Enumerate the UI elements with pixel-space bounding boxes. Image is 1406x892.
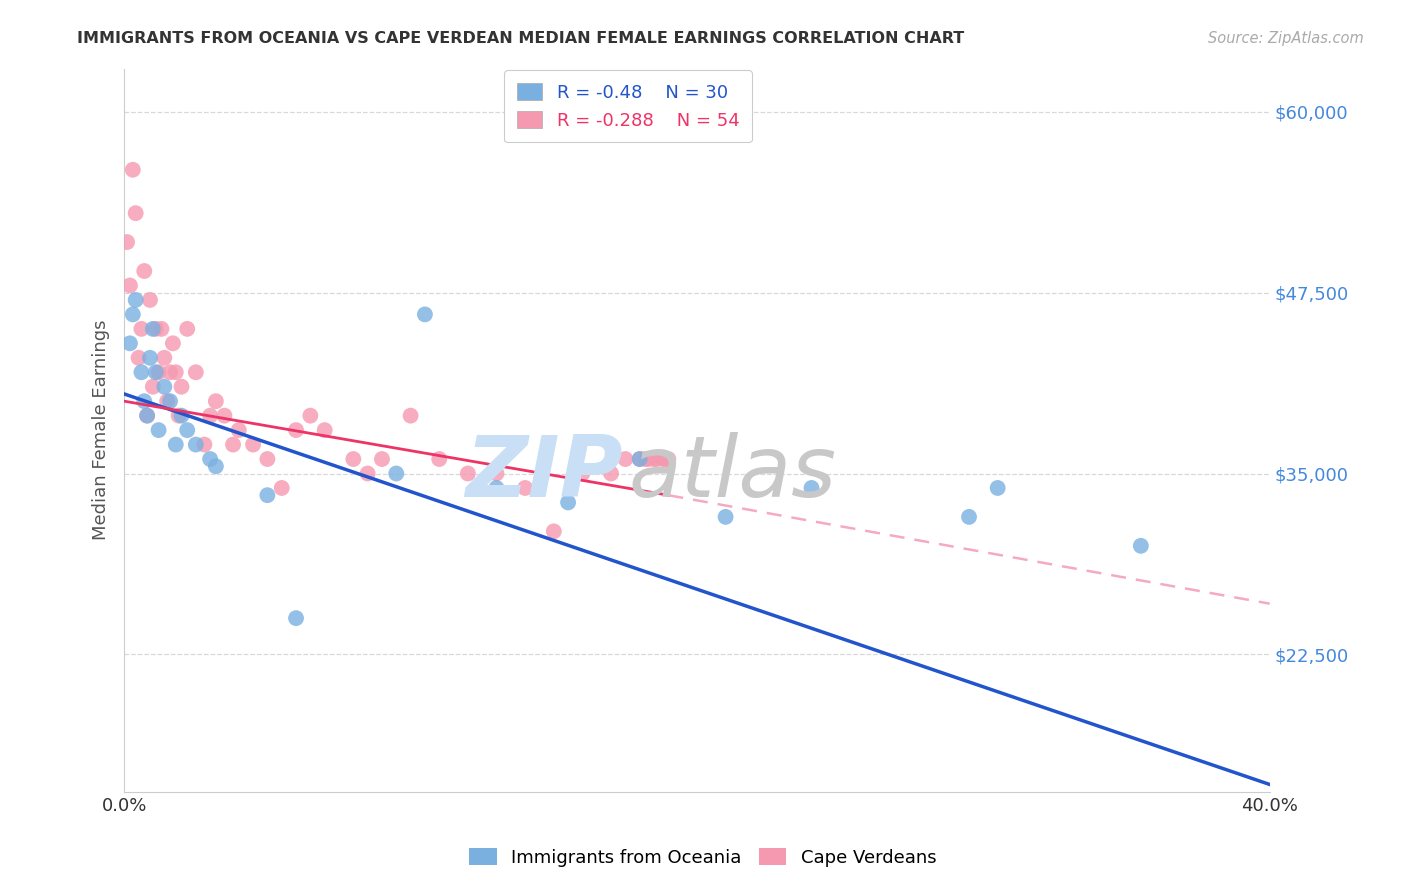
Point [124, 206, 146, 220]
Point [121, 307, 143, 321]
Point [299, 409, 322, 423]
Text: ZIP: ZIP [465, 432, 623, 515]
Point [957, 509, 980, 524]
Point [159, 394, 181, 409]
Point [399, 409, 422, 423]
Text: Source: ZipAtlas.com: Source: ZipAtlas.com [1208, 31, 1364, 46]
Point [513, 481, 536, 495]
Point [634, 452, 657, 467]
Point [714, 509, 737, 524]
Point [184, 437, 207, 451]
Point [371, 452, 394, 467]
Point [385, 467, 408, 481]
Point [342, 452, 364, 467]
Point [800, 481, 823, 495]
Point [162, 336, 184, 351]
Point [156, 394, 179, 409]
Point [457, 467, 479, 481]
Point [643, 452, 665, 467]
Point [314, 423, 336, 437]
Point [176, 423, 198, 437]
Point [198, 409, 221, 423]
Point [176, 322, 198, 336]
Point [427, 452, 450, 467]
Point [159, 365, 181, 379]
Point [557, 495, 579, 509]
Point [205, 459, 228, 474]
Point [121, 162, 143, 177]
Point [987, 481, 1010, 495]
Point [124, 293, 146, 307]
Point [142, 380, 165, 394]
Point [285, 423, 308, 437]
Point [131, 365, 153, 379]
Point [193, 437, 215, 451]
Point [134, 394, 156, 409]
Point [645, 452, 668, 467]
Point [198, 452, 221, 467]
Point [205, 394, 228, 409]
Point [543, 524, 565, 539]
Point [170, 409, 193, 423]
Point [628, 452, 651, 467]
Point [131, 322, 153, 336]
Point [148, 423, 170, 437]
Point [256, 452, 278, 467]
Point [228, 423, 250, 437]
Point [134, 264, 156, 278]
Point [136, 409, 159, 423]
Point [184, 365, 207, 379]
Point [1129, 539, 1152, 553]
Point [651, 452, 673, 467]
Point [139, 293, 162, 307]
Point [153, 380, 176, 394]
Point [165, 365, 187, 379]
Point [118, 278, 141, 293]
Point [614, 452, 637, 467]
Point [128, 351, 150, 365]
Point [628, 452, 651, 467]
Point [413, 307, 436, 321]
Point [485, 467, 508, 481]
Point [637, 452, 659, 467]
Point [165, 437, 187, 451]
Point [571, 467, 593, 481]
Text: atlas: atlas [628, 432, 837, 515]
Point [222, 437, 245, 451]
Y-axis label: Median Female Earnings: Median Female Earnings [93, 320, 110, 541]
Point [139, 351, 162, 365]
Point [150, 322, 173, 336]
Point [115, 235, 138, 249]
Point [285, 611, 308, 625]
Point [270, 481, 292, 495]
Point [167, 409, 190, 423]
Legend: R = -0.48    N = 30, R = -0.288    N = 54: R = -0.48 N = 30, R = -0.288 N = 54 [505, 70, 752, 142]
Point [242, 437, 264, 451]
Point [600, 467, 623, 481]
Point [145, 322, 167, 336]
Point [118, 336, 141, 351]
Point [657, 452, 679, 467]
Point [356, 467, 378, 481]
Point [485, 481, 508, 495]
Point [170, 380, 193, 394]
Point [145, 365, 167, 379]
Point [654, 452, 676, 467]
Text: IMMIGRANTS FROM OCEANIA VS CAPE VERDEAN MEDIAN FEMALE EARNINGS CORRELATION CHART: IMMIGRANTS FROM OCEANIA VS CAPE VERDEAN … [77, 31, 965, 46]
Point [256, 488, 278, 502]
Point [136, 409, 159, 423]
Point [214, 409, 236, 423]
Point [153, 351, 176, 365]
Legend: Immigrants from Oceania, Cape Verdeans: Immigrants from Oceania, Cape Verdeans [463, 841, 943, 874]
Point [148, 365, 170, 379]
Point [142, 322, 165, 336]
